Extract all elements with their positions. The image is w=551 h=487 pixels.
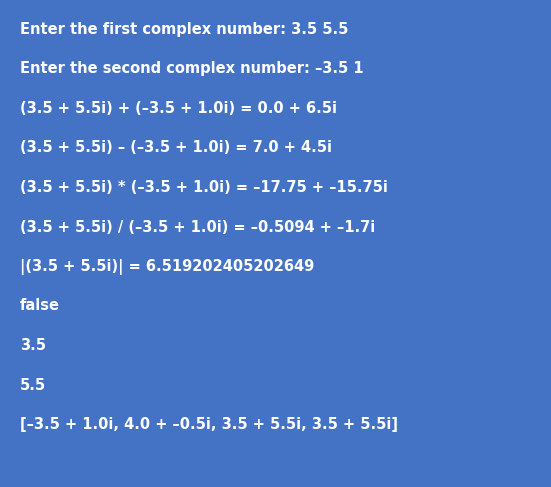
Text: (3.5 + 5.5i) / (–3.5 + 1.0i) = –0.5094 + –1.7i: (3.5 + 5.5i) / (–3.5 + 1.0i) = –0.5094 +… xyxy=(20,220,375,235)
Text: (3.5 + 5.5i) * (–3.5 + 1.0i) = –17.75 + –15.75i: (3.5 + 5.5i) * (–3.5 + 1.0i) = –17.75 + … xyxy=(20,180,388,195)
Text: (3.5 + 5.5i) – (–3.5 + 1.0i) = 7.0 + 4.5i: (3.5 + 5.5i) – (–3.5 + 1.0i) = 7.0 + 4.5… xyxy=(20,141,332,155)
Text: Enter the second complex number: –3.5 1: Enter the second complex number: –3.5 1 xyxy=(20,61,364,76)
Text: (3.5 + 5.5i) + (–3.5 + 1.0i) = 0.0 + 6.5i: (3.5 + 5.5i) + (–3.5 + 1.0i) = 0.0 + 6.5… xyxy=(20,101,337,116)
Text: 5.5: 5.5 xyxy=(20,377,46,393)
Text: Enter the first complex number: 3.5 5.5: Enter the first complex number: 3.5 5.5 xyxy=(20,22,348,37)
Text: false: false xyxy=(20,299,60,314)
Text: [–3.5 + 1.0i, 4.0 + –0.5i, 3.5 + 5.5i, 3.5 + 5.5i]: [–3.5 + 1.0i, 4.0 + –0.5i, 3.5 + 5.5i, 3… xyxy=(20,417,398,432)
Text: |(3.5 + 5.5i)| = 6.519202405202649: |(3.5 + 5.5i)| = 6.519202405202649 xyxy=(20,259,314,275)
Text: 3.5: 3.5 xyxy=(20,338,46,353)
